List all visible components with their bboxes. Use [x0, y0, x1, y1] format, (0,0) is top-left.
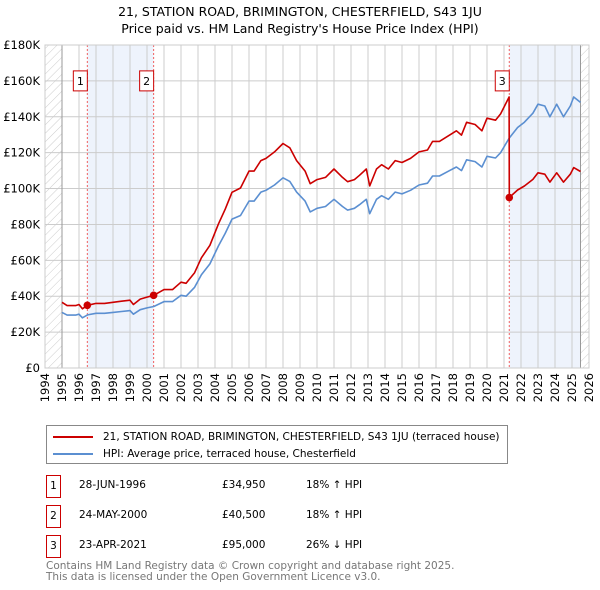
sale-number: 2	[46, 505, 61, 528]
x-tick-label: 2002	[174, 373, 188, 402]
legend-label: 21, STATION ROAD, BRIMINGTON, CHESTERFIE…	[103, 431, 500, 443]
legend: 21, STATION ROAD, BRIMINGTON, CHESTERFIE…	[46, 425, 508, 464]
x-tick-label: 2007	[259, 373, 273, 402]
x-tick-label: 2018	[446, 373, 460, 402]
y-tick-label: £20K	[11, 325, 41, 339]
footer-copyright: Contains HM Land Registry data © Crown c…	[46, 560, 455, 572]
blue-line-swatch	[53, 453, 93, 455]
y-tick-label: £80K	[11, 217, 41, 231]
x-tick-label: 2001	[157, 373, 171, 402]
highlight-band	[509, 45, 581, 368]
x-tick-label: 2003	[191, 373, 205, 402]
x-tick-label: 2020	[480, 373, 494, 402]
sale-label-box	[139, 70, 155, 92]
x-tick-label: 1996	[72, 373, 86, 402]
hatched-region	[45, 45, 62, 368]
chart-title: 21, STATION ROAD, BRIMINGTON, CHESTERFIE…	[118, 4, 482, 19]
x-tick-label: 2021	[497, 373, 511, 402]
x-tick-label: 2023	[531, 373, 545, 402]
x-tick-label: 2017	[429, 373, 443, 402]
x-tick-label: 2019	[463, 373, 477, 402]
x-tick-label: 1997	[89, 373, 103, 402]
x-tick-label: 1999	[123, 373, 137, 402]
footer-licence: This data is licensed under the Open Gov…	[46, 571, 381, 583]
x-tick-label: 1994	[38, 373, 52, 402]
red-line-swatch	[53, 436, 93, 438]
y-tick-label: £160K	[3, 74, 40, 88]
legend-item-hpi: HPI: Average price, terraced house, Ches…	[53, 446, 356, 462]
sale-hpi-diff: 18% ↑ HPI	[306, 479, 363, 491]
sale-number: 1	[46, 475, 61, 498]
sale-point	[83, 301, 92, 310]
sale-price: £40,500	[222, 509, 266, 521]
sale-label: 2	[143, 75, 150, 88]
plot-border	[44, 44, 590, 369]
x-tick-label: 2009	[293, 373, 307, 402]
x-tick-label: 2014	[378, 373, 392, 402]
x-tick-label: 2016	[412, 373, 426, 402]
sale-hpi-diff: 18% ↑ HPI	[306, 509, 363, 521]
x-tick-label: 2013	[361, 373, 375, 402]
x-tick-label: 1995	[55, 373, 69, 402]
x-tick-label: 2008	[276, 373, 290, 402]
sale-price: £95,000	[222, 539, 266, 551]
y-tick-label: £60K	[11, 253, 41, 267]
property-price-line	[61, 96, 581, 310]
sale-label-box	[72, 70, 88, 92]
x-tick-label: 2024	[548, 373, 562, 402]
x-tick-label: 2022	[514, 373, 528, 402]
sale-number: 3	[46, 535, 61, 558]
y-tick-label: £180K	[3, 38, 40, 52]
x-tick-label: 2012	[344, 373, 358, 402]
sale-date: 23-APR-2021	[79, 539, 147, 551]
x-tick-label: 2000	[140, 373, 154, 402]
highlight-band	[87, 45, 154, 368]
hpi-line	[61, 96, 581, 319]
sale-label-box	[494, 70, 510, 92]
hatched-region	[580, 45, 589, 368]
price-chart: 1994 1995 1996 1997 1998 1999 2000 2001 2002 2003…	[3, 38, 596, 402]
y-tick-label: £120K	[3, 146, 40, 160]
sale-hpi-diff: 26% ↓ HPI	[306, 539, 363, 551]
y-tick-label: £40K	[11, 289, 41, 303]
x-tick-label: 1998	[106, 373, 120, 402]
x-tick-label: 2025	[565, 373, 579, 402]
x-tick-label: 2026	[582, 373, 596, 402]
sale-label: 1	[77, 75, 84, 88]
x-tick-label: 2006	[242, 373, 256, 402]
y-tick-label: £100K	[3, 182, 40, 196]
sale-date: 24-MAY-2000	[79, 509, 148, 521]
legend-label: HPI: Average price, terraced house, Ches…	[103, 448, 356, 460]
sale-label: 3	[499, 75, 506, 88]
x-tick-label: 2010	[310, 373, 324, 402]
x-tick-label: 2015	[395, 373, 409, 402]
sale-price: £34,950	[222, 479, 266, 491]
y-tick-label: £0	[25, 361, 40, 375]
legend-item-property: 21, STATION ROAD, BRIMINGTON, CHESTERFIE…	[53, 429, 500, 445]
y-tick-label: £140K	[3, 110, 40, 124]
x-tick-label: 2011	[327, 373, 341, 402]
x-tick-label: 2005	[225, 373, 239, 402]
x-tick-label: 2004	[208, 373, 222, 402]
sale-point	[149, 291, 158, 300]
sale-point	[505, 193, 514, 202]
chart-subtitle: Price paid vs. HM Land Registry's House …	[121, 21, 479, 36]
sale-date: 28-JUN-1996	[79, 479, 146, 491]
